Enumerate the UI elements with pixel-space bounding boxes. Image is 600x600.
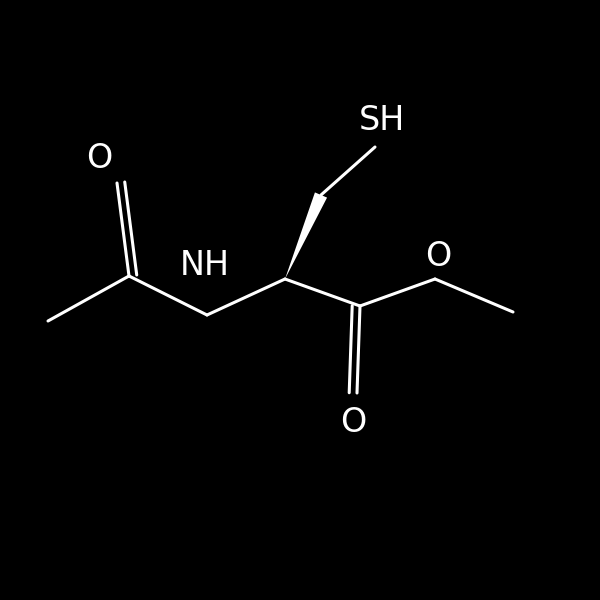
Polygon shape	[285, 193, 327, 279]
Text: NH: NH	[180, 248, 230, 281]
Text: SH: SH	[359, 103, 406, 136]
Text: O: O	[425, 240, 451, 274]
Text: O: O	[340, 407, 366, 439]
Text: O: O	[86, 142, 112, 175]
